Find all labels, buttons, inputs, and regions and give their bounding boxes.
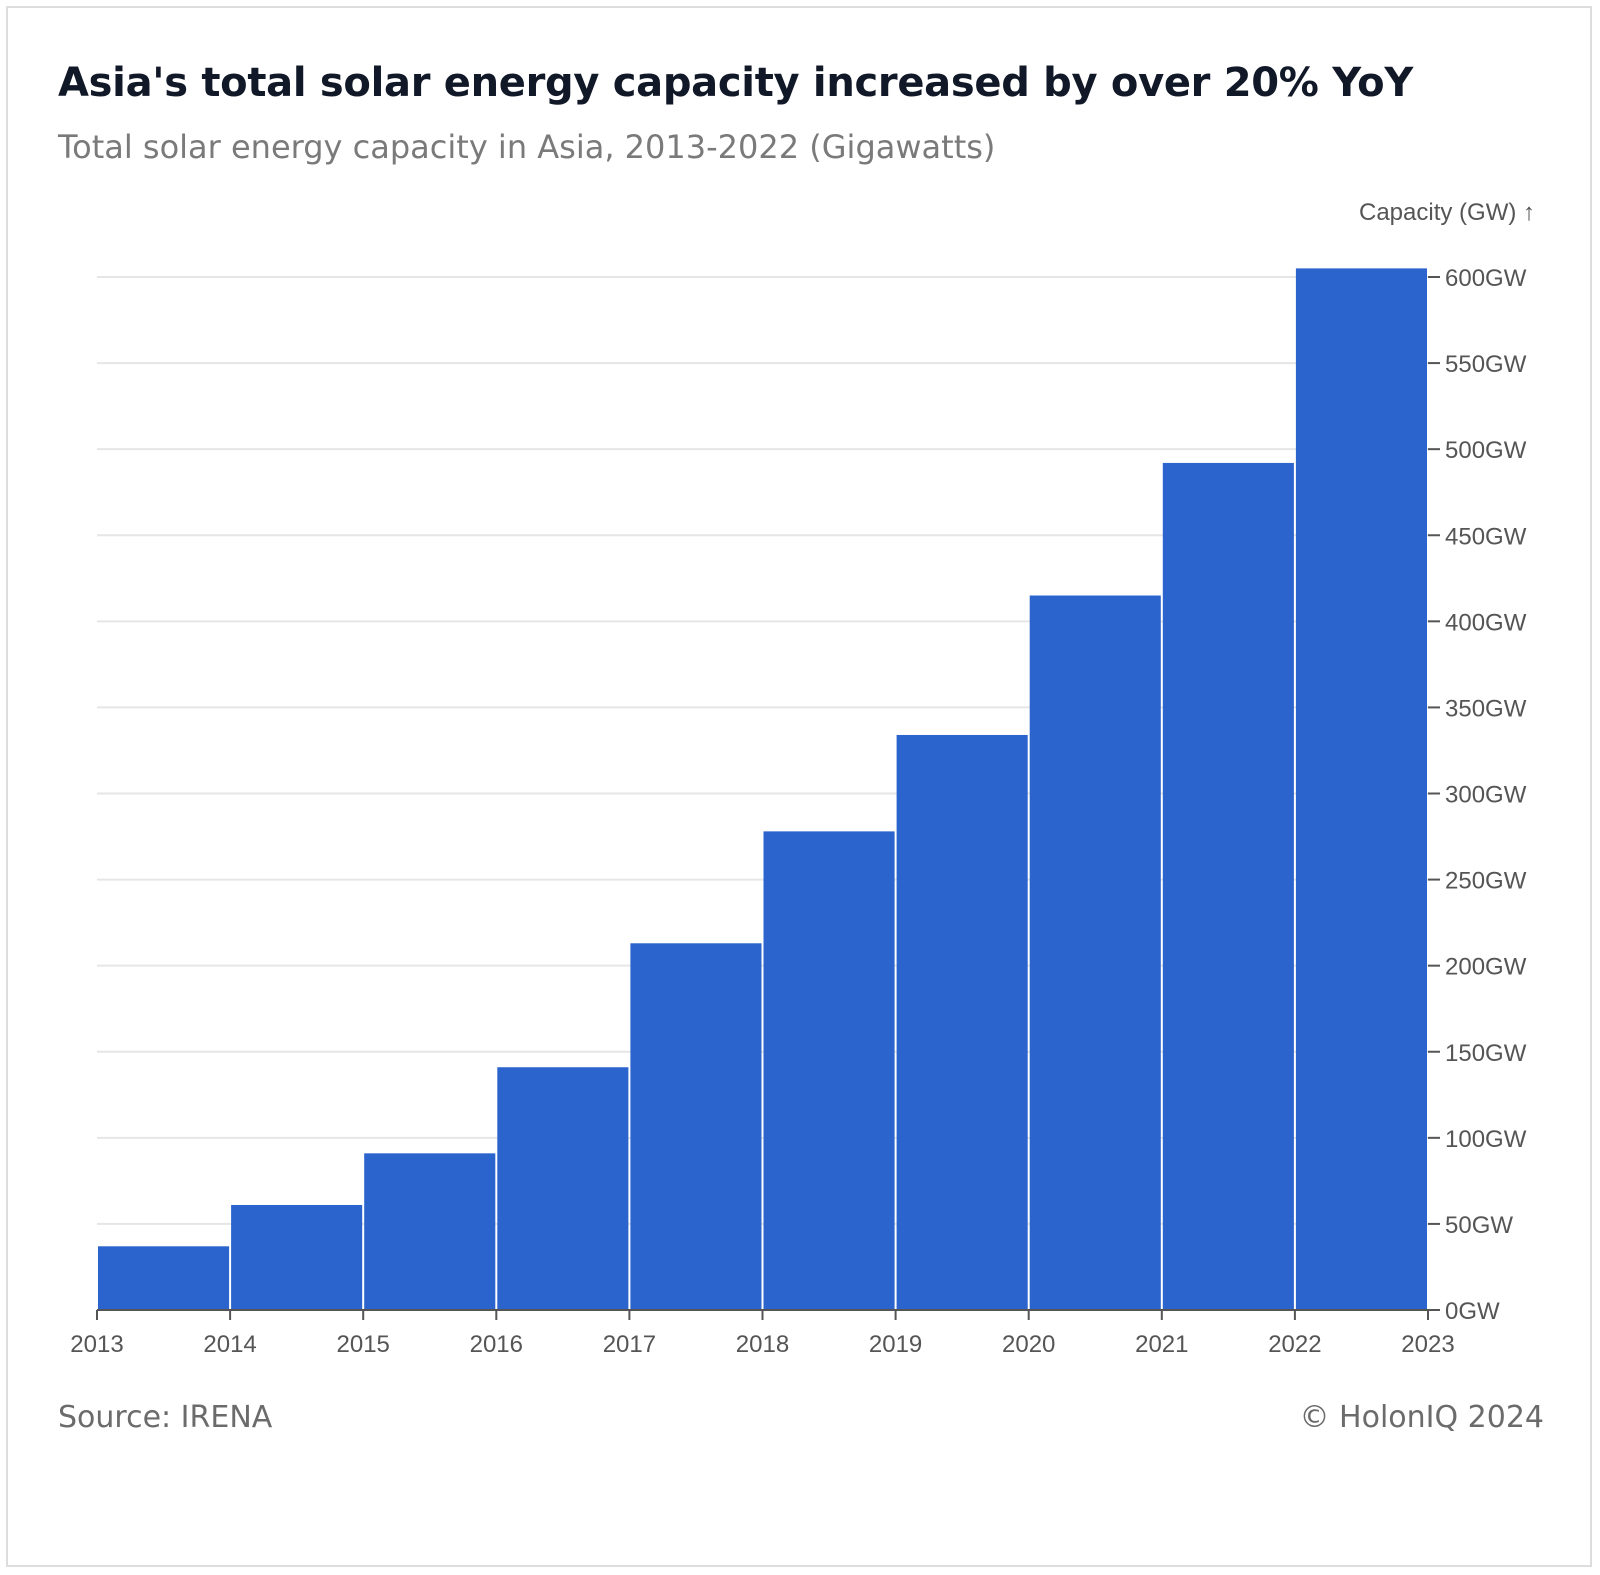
y-tick-label: 50GW — [1445, 1212, 1513, 1239]
bar-2017 — [630, 943, 762, 1310]
y-tick-label: 200GW — [1445, 954, 1527, 981]
y-tick-label: 400GW — [1445, 609, 1527, 636]
copyright-note: © HolonIQ 2024 — [1299, 1400, 1545, 1435]
chart-subtitle: Total solar energy capacity in Asia, 201… — [58, 128, 996, 166]
x-tick-label: 2020 — [1002, 1331, 1055, 1358]
y-tick-label: 150GW — [1445, 1040, 1527, 1067]
x-tick-label: 2015 — [337, 1331, 390, 1358]
x-tick-label: 2018 — [736, 1331, 789, 1358]
bar-2018 — [763, 831, 895, 1310]
x-tick-label: 2013 — [70, 1331, 123, 1358]
x-tick-label: 2023 — [1401, 1331, 1454, 1358]
y-tick-label: 550GW — [1445, 351, 1527, 378]
bar-2015 — [364, 1153, 496, 1310]
bar-2016 — [497, 1067, 629, 1310]
x-tick-label: 2014 — [203, 1331, 256, 1358]
x-tick-label: 2017 — [603, 1331, 656, 1358]
bar-2022 — [1295, 268, 1427, 1311]
bar-2021 — [1162, 462, 1294, 1310]
bar-2020 — [1029, 595, 1161, 1310]
bar-2014 — [231, 1204, 363, 1310]
y-tick-label: 350GW — [1445, 695, 1527, 722]
bar-2019 — [896, 734, 1028, 1310]
source-note: Source: IRENA — [58, 1400, 273, 1435]
y-tick-label: 100GW — [1445, 1126, 1527, 1153]
y-axis-label: Capacity (GW) ↑ — [1359, 199, 1535, 226]
y-tick-label: 300GW — [1445, 782, 1527, 809]
axes: 0GW 50GW 100GW 150GW 200GW 250GW 300GW 350GW 400… — [70, 265, 1526, 1358]
y-tick-label: 250GW — [1445, 868, 1527, 895]
x-tick-label: 2021 — [1135, 1331, 1188, 1358]
bar-2013 — [98, 1246, 230, 1310]
y-tick-label: 0GW — [1445, 1298, 1500, 1325]
bars — [98, 268, 1427, 1311]
y-tick-label: 500GW — [1445, 437, 1527, 464]
x-tick-label: 2016 — [470, 1331, 523, 1358]
y-tick-label: 450GW — [1445, 523, 1527, 550]
x-tick-label: 2019 — [869, 1331, 922, 1358]
chart-title: Asia's total solar energy capacity incre… — [58, 60, 1414, 106]
y-tick-label: 600GW — [1445, 265, 1527, 292]
x-tick-label: 2022 — [1268, 1331, 1321, 1358]
